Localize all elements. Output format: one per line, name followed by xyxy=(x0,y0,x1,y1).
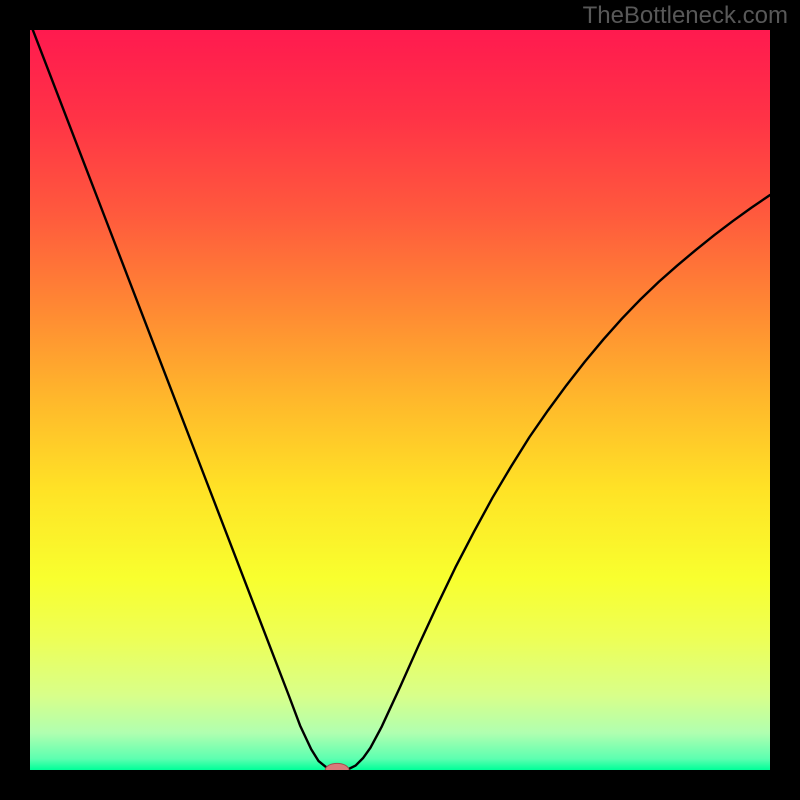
gradient-background xyxy=(30,30,770,770)
watermark-label: TheBottleneck.com xyxy=(583,2,788,30)
chart-frame: TheBottleneck.com xyxy=(0,0,800,800)
bottleneck-curve-chart xyxy=(30,30,770,770)
plot-area xyxy=(30,30,770,770)
